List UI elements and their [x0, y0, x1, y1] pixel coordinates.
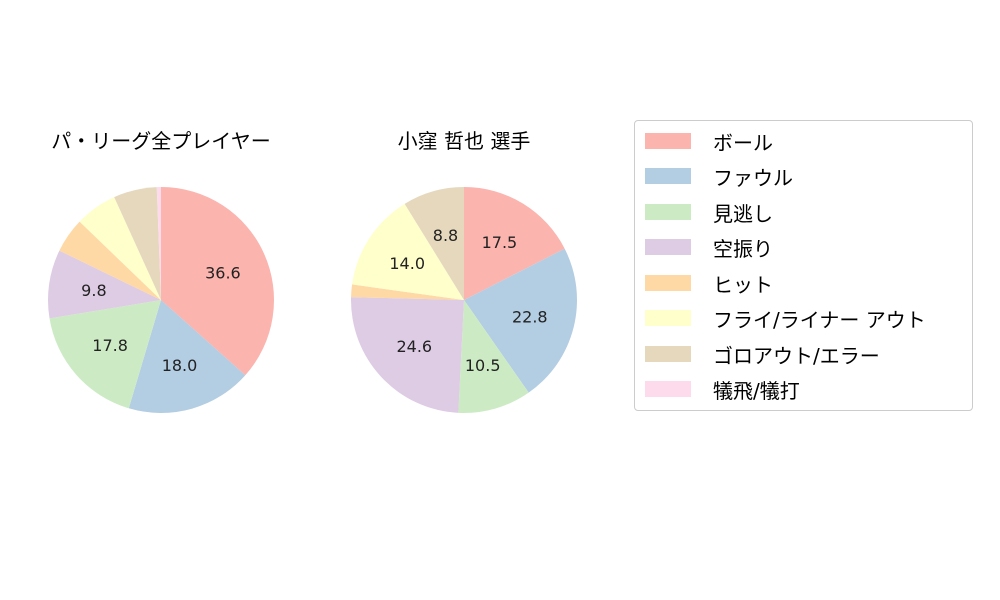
legend: ボール ファウル 見逃し 空振り ヒット フライ/ライナー アウト ゴロアウト/… [634, 120, 973, 411]
legend-swatch [645, 275, 691, 291]
slice-label-ball: 36.6 [205, 263, 241, 282]
slice-label-fly-liner-out: 14.0 [389, 254, 425, 273]
pie-slice-foul [464, 248, 577, 393]
legend-item-called-strike: 見逃し [645, 198, 773, 226]
legend-label: 犠飛/犠打 [713, 378, 800, 403]
legend-swatch [645, 381, 691, 397]
pie-slice-hit [351, 284, 464, 300]
legend-item-ground-out-error: ゴロアウト/エラー [645, 340, 880, 368]
legend-label: ゴロアウト/エラー [713, 343, 880, 368]
pie-player: 17.5 22.8 10.5 24.6 14.0 8.8 [351, 187, 577, 414]
slice-label-foul: 18.0 [162, 356, 198, 375]
pie-slice-sacrifice [156, 187, 161, 300]
slice-label-swinging-strike: 9.8 [81, 281, 106, 300]
slice-label-called-strike: 17.8 [92, 336, 128, 355]
legend-swatch [645, 239, 691, 255]
chart-title-player: 小窪 哲也 選手 [398, 129, 531, 153]
legend-label: ボール [713, 130, 773, 155]
legend-swatch [645, 204, 691, 220]
legend-swatch [645, 346, 691, 362]
legend-label: ヒット [713, 272, 773, 297]
pie-slice-ball [161, 187, 274, 376]
legend-item-swinging-strike: 空振り [645, 233, 773, 261]
legend-swatch [645, 310, 691, 326]
legend-swatch [645, 133, 691, 149]
pie-slice-called-strike [458, 300, 529, 414]
pie-slice-called-strike [49, 300, 161, 409]
slice-label-foul: 22.8 [512, 307, 548, 326]
legend-item-sacrifice: 犠飛/犠打 [645, 375, 800, 403]
legend-swatch [645, 168, 691, 184]
pie-slice-hit [59, 221, 162, 300]
slice-label-called-strike: 10.5 [465, 356, 501, 375]
legend-item-fly-liner-out: フライ/ライナー アウト [645, 304, 926, 332]
pie-league: 36.6 18.0 17.8 9.8 [47, 187, 274, 413]
pie-slice-ball [464, 187, 565, 300]
pie-slice-foul [128, 300, 246, 413]
pie-slice-swinging-strike [351, 297, 464, 413]
legend-label: フライ/ライナー アウト [713, 307, 926, 332]
legend-item-foul: ファウル [645, 162, 793, 190]
slice-label-swinging-strike: 24.6 [396, 337, 432, 356]
legend-item-ball: ボール [645, 127, 773, 155]
pie-slice-fly-liner-out [79, 197, 161, 300]
legend-item-hit: ヒット [645, 269, 773, 297]
chart-title-league: パ・リーグ全プレイヤー [51, 129, 270, 153]
legend-label: 見逃し [713, 201, 773, 226]
legend-label: 空振り [713, 236, 773, 261]
pie-slice-fly-liner-out [352, 203, 464, 300]
slice-label-ball: 17.5 [482, 233, 518, 252]
slice-label-ground-out-error: 8.8 [433, 226, 458, 245]
pie-slice-ground-out-error [114, 187, 161, 300]
legend-label: ファウル [713, 165, 793, 190]
pie-slice-swinging-strike [47, 250, 161, 319]
pie-slice-ground-out-error [404, 187, 464, 300]
